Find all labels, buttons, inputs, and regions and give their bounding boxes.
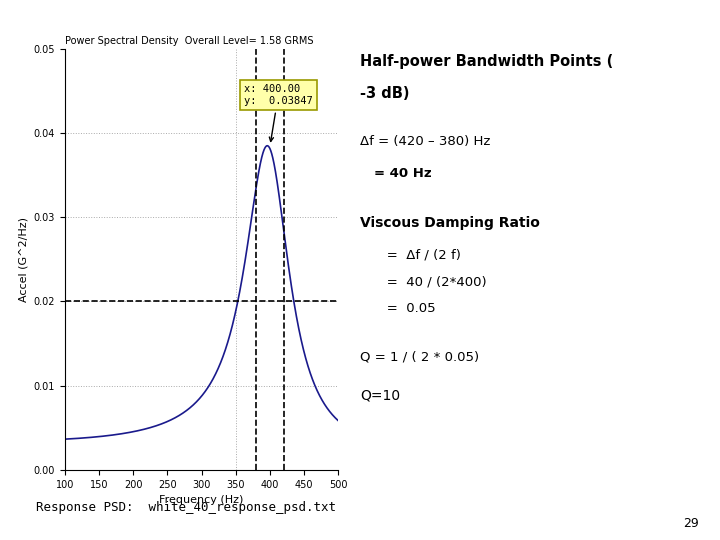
Text: Q = 1 / ( 2 * 0.05): Q = 1 / ( 2 * 0.05) [360, 351, 479, 364]
Text: =  40 / (2*400): = 40 / (2*400) [374, 275, 487, 288]
Text: x: 400.00
y:  0.03847: x: 400.00 y: 0.03847 [244, 84, 312, 141]
Text: 29: 29 [683, 517, 698, 530]
Text: Q=10: Q=10 [360, 389, 400, 403]
Text: Half-power Bandwidth Points (: Half-power Bandwidth Points ( [360, 54, 613, 69]
Text: =  Δf / (2 f): = Δf / (2 f) [374, 248, 462, 261]
Text: = 40 Hz: = 40 Hz [374, 167, 432, 180]
Text: Δf = (420 – 380) Hz: Δf = (420 – 380) Hz [360, 135, 490, 148]
Text: =  0.05: = 0.05 [374, 302, 436, 315]
Text: -3 dB): -3 dB) [360, 86, 410, 102]
Text: Viscous Damping Ratio: Viscous Damping Ratio [360, 216, 540, 230]
X-axis label: Frequency (Hz): Frequency (Hz) [159, 495, 244, 505]
Text: Response PSD:  white_40_response_psd.txt: Response PSD: white_40_response_psd.txt [36, 501, 336, 514]
Text: Power Spectral Density  Overall Level= 1.58 GRMS: Power Spectral Density Overall Level= 1.… [65, 36, 313, 46]
Y-axis label: Accel (G^2/Hz): Accel (G^2/Hz) [18, 217, 28, 302]
